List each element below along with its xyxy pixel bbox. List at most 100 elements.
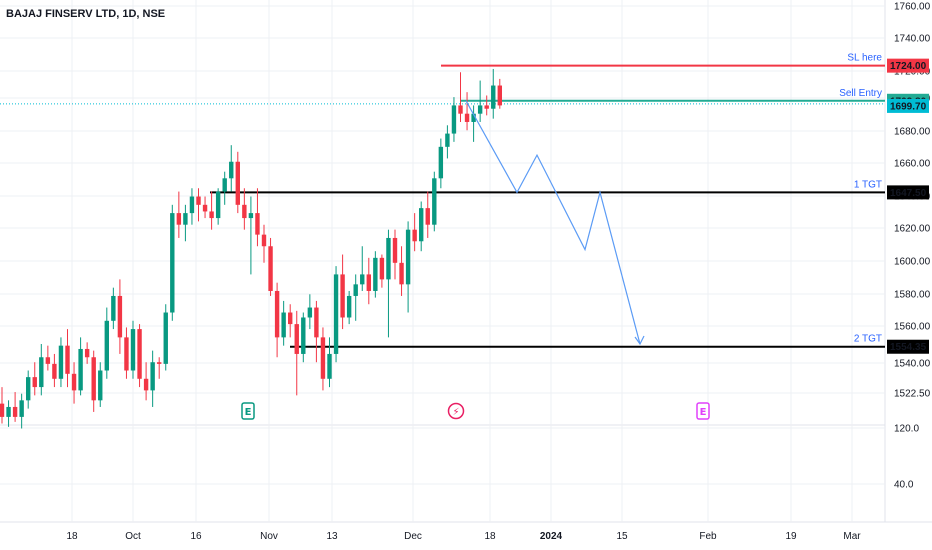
candle-body[interactable] (39, 357, 44, 388)
candle-body[interactable] (163, 312, 168, 364)
candle-body[interactable] (71, 373, 77, 391)
candle[interactable] (104, 307, 109, 379)
candle-body[interactable] (222, 178, 227, 192)
candle-body[interactable] (137, 329, 142, 379)
candle[interactable] (209, 191, 214, 230)
candle[interactable] (333, 266, 339, 363)
candle-body[interactable] (65, 345, 70, 374)
candle-body[interactable] (268, 246, 273, 291)
candle[interactable] (242, 188, 247, 230)
candle-body[interactable] (294, 324, 299, 354)
candle[interactable] (189, 188, 195, 225)
candle-body[interactable] (497, 85, 502, 106)
candle[interactable] (215, 188, 221, 225)
candle-body[interactable] (340, 274, 345, 318)
candle[interactable] (163, 304, 168, 371)
candle-body[interactable] (157, 362, 162, 364)
candle[interactable] (294, 310, 299, 396)
candle[interactable] (52, 353, 57, 388)
candle-body[interactable] (176, 213, 182, 225)
candle[interactable] (366, 257, 371, 305)
candle[interactable] (386, 229, 391, 338)
candle-body[interactable] (170, 213, 175, 313)
candle[interactable] (0, 387, 5, 424)
candle-body[interactable] (84, 348, 90, 358)
candle[interactable] (157, 357, 162, 379)
candle[interactable] (248, 196, 254, 275)
candle[interactable] (360, 246, 365, 291)
candle-body[interactable] (130, 329, 136, 371)
candle[interactable] (399, 246, 404, 296)
candle[interactable] (412, 213, 417, 252)
candle[interactable] (19, 393, 24, 429)
candle[interactable] (464, 92, 470, 131)
candle[interactable] (111, 287, 116, 330)
earnings-icon[interactable]: E (241, 402, 255, 420)
candle-body[interactable] (91, 357, 96, 401)
candle[interactable] (255, 188, 260, 247)
candle[interactable] (65, 329, 70, 388)
candle[interactable] (281, 300, 286, 346)
candle[interactable] (235, 151, 240, 214)
candle[interactable] (484, 95, 489, 116)
candle-body[interactable] (104, 320, 109, 371)
candle-body[interactable] (366, 274, 371, 291)
candle[interactable] (425, 191, 430, 238)
candle-body[interactable] (405, 229, 411, 285)
projection-line[interactable] (465, 100, 641, 345)
candle-body[interactable] (288, 312, 293, 325)
candle-body[interactable] (419, 208, 424, 242)
candle[interactable] (196, 188, 201, 222)
candle[interactable] (222, 171, 227, 205)
candle-body[interactable] (320, 337, 326, 379)
candle-body[interactable] (242, 204, 247, 219)
candle-body[interactable] (392, 237, 398, 263)
candle-body[interactable] (412, 229, 417, 242)
candle-body[interactable] (117, 295, 123, 338)
candle[interactable] (268, 237, 273, 296)
candle[interactable] (229, 145, 234, 192)
candle-body[interactable] (0, 403, 5, 417)
candle[interactable] (379, 254, 385, 288)
candle-body[interactable] (445, 133, 450, 147)
candle[interactable] (419, 201, 424, 252)
candle-body[interactable] (229, 161, 234, 179)
candle[interactable] (491, 68, 496, 119)
candle-body[interactable] (307, 307, 313, 318)
candle[interactable] (477, 80, 483, 122)
candle[interactable] (170, 204, 175, 321)
candle-body[interactable] (373, 257, 378, 291)
candle[interactable] (432, 171, 437, 232)
candle[interactable] (124, 327, 129, 379)
candle[interactable] (445, 125, 450, 159)
projection-path[interactable] (465, 100, 645, 346)
candle[interactable] (12, 392, 18, 422)
candle-body[interactable] (255, 213, 260, 235)
candle[interactable] (274, 282, 280, 358)
candle-body[interactable] (327, 353, 332, 379)
candle-body[interactable] (19, 400, 24, 417)
candle-body[interactable] (458, 105, 463, 114)
event-markers[interactable]: E ⚡ E (241, 402, 710, 420)
candle-body[interactable] (477, 105, 483, 114)
candle-body[interactable] (6, 406, 11, 417)
candle-body[interactable] (333, 274, 339, 354)
candle[interactable] (32, 362, 37, 396)
candle-body[interactable] (78, 348, 83, 391)
candle-body[interactable] (12, 406, 18, 417)
candle[interactable] (84, 342, 90, 364)
candle-body[interactable] (26, 377, 31, 401)
candle-body[interactable] (98, 370, 103, 401)
candle-body[interactable] (399, 262, 404, 285)
level-lines[interactable]: SL here Sell Entry 1 TGT 2 TGT (0, 53, 885, 348)
candle[interactable] (78, 337, 83, 396)
candle[interactable] (451, 97, 457, 142)
candle-body[interactable] (301, 317, 306, 354)
candle[interactable] (261, 224, 267, 263)
candle-body[interactable] (360, 274, 365, 285)
candle[interactable] (137, 324, 142, 388)
candle-body[interactable] (52, 363, 57, 379)
candle-body[interactable] (491, 85, 496, 109)
